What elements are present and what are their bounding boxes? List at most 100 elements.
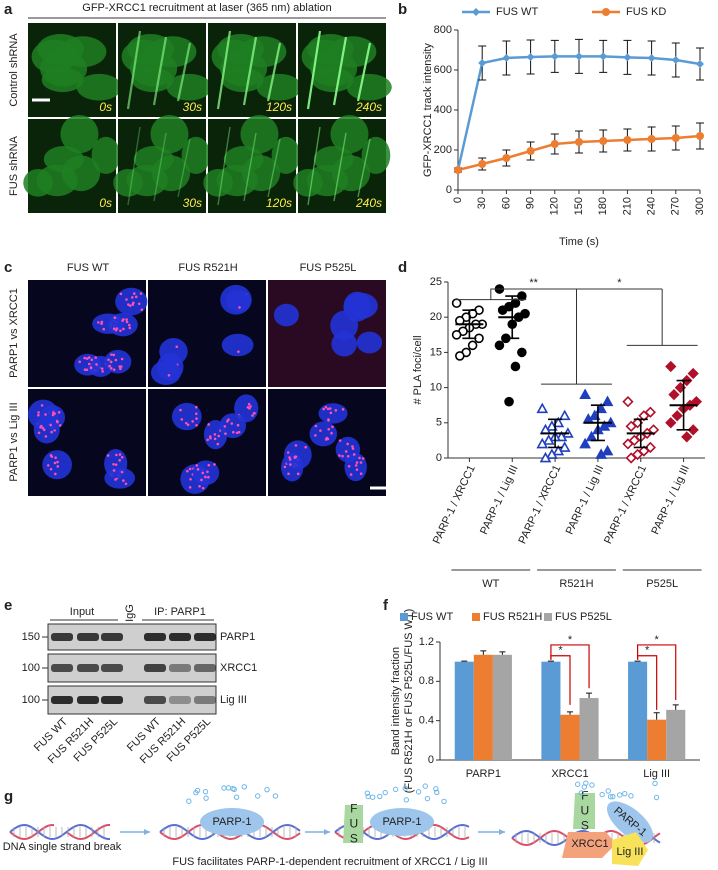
pla-dot (125, 298, 128, 301)
pla-dot (246, 405, 250, 409)
pla-dot (115, 327, 119, 330)
time-label: 120s (266, 100, 292, 114)
x-tick-label: PARP-1 / XRCC1 (516, 463, 563, 545)
data-point (599, 137, 608, 145)
pla-dot (40, 404, 44, 407)
pla-dot (37, 431, 41, 435)
par-chain (617, 792, 623, 798)
pla-dot (101, 370, 104, 373)
significance-bracket (455, 288, 698, 385)
blot-band (101, 696, 123, 704)
data-point (598, 420, 611, 431)
x-tick-label: 120 (549, 197, 561, 215)
nucleus (221, 333, 254, 357)
laser-track (356, 42, 372, 102)
bar (454, 661, 474, 760)
blot-band (77, 633, 99, 641)
laser-track (357, 138, 371, 198)
data-point (696, 60, 704, 68)
y-tick-label: 0 (436, 452, 442, 464)
nucleus (283, 440, 312, 470)
pla-dot (57, 411, 61, 414)
x-tick-label: XRCC1 (551, 768, 588, 780)
sd-bar (590, 404, 605, 442)
data-point (558, 409, 571, 421)
y-tick-label: 0.8 (419, 675, 434, 687)
pla-dot (108, 364, 111, 368)
blot-band (169, 633, 191, 641)
pla-dot (124, 482, 128, 486)
y-tick-label: 5 (436, 417, 442, 429)
laser-track (306, 30, 322, 110)
laser-track (267, 138, 281, 198)
par-chain (589, 782, 595, 788)
pla-dot (112, 327, 116, 331)
pla-dot (206, 470, 209, 474)
cell (60, 114, 99, 154)
pla-dot (112, 353, 116, 357)
time-label: 0s (99, 100, 112, 114)
nucleus (331, 331, 357, 357)
y-tick-label: 20 (430, 311, 442, 323)
par-chain (241, 784, 247, 790)
pla-dot (119, 367, 122, 371)
pla-dot (355, 461, 359, 464)
pla-dot (195, 405, 198, 409)
row-label: PARP1 vs Lig III (8, 402, 20, 481)
pla-dot (324, 438, 328, 441)
pla-dot (206, 438, 209, 442)
cell (131, 67, 174, 93)
x-tick-label: 60 (500, 197, 512, 209)
parp1-protein (370, 808, 434, 836)
time-label: 240s (355, 196, 382, 210)
error-bar (653, 712, 660, 720)
pla-dot (97, 321, 100, 324)
significance: * (568, 634, 573, 646)
pla-dot (195, 464, 199, 467)
pla-dot (130, 296, 134, 299)
pla-dot (326, 407, 330, 411)
fus-protein (573, 793, 595, 829)
significance: * (645, 645, 650, 657)
cell (311, 67, 354, 93)
pla-dot (44, 435, 48, 438)
dna-strand (9, 823, 111, 840)
data-point (601, 444, 614, 456)
cell (166, 73, 212, 101)
pla-dot (361, 457, 365, 460)
pla-dot (137, 302, 141, 306)
pla-dot (236, 423, 240, 427)
data-point (575, 52, 583, 61)
cell (151, 155, 191, 192)
time-label: 120s (266, 196, 292, 210)
error-bar (480, 650, 487, 655)
panel-letter: b (398, 1, 407, 18)
nucleus (115, 287, 148, 316)
laser-track (243, 132, 257, 202)
pla-dot (359, 461, 363, 464)
nucleus (219, 413, 247, 439)
pla-dot (127, 323, 131, 327)
pla-dot (223, 425, 227, 428)
data-point (454, 166, 462, 174)
pla-dot (213, 463, 216, 466)
data-point (510, 361, 521, 372)
pla-dot (346, 454, 350, 458)
pla-dot (167, 374, 171, 377)
pla-dot (112, 368, 116, 371)
pla-dot (37, 413, 40, 417)
pla-dot (54, 472, 57, 476)
pla-dot (112, 469, 116, 472)
pla-dot (53, 412, 56, 415)
time-label: 30s (183, 196, 202, 210)
cell (293, 168, 323, 197)
x-tick-label: PARP-1 / Lig III (649, 463, 692, 536)
data-point (588, 409, 601, 421)
laser-track (332, 36, 348, 106)
pla-dot (184, 421, 188, 425)
data-point (536, 437, 549, 449)
arrowhead (324, 829, 330, 835)
legend-label: FUS WT (496, 6, 538, 18)
blot-band (51, 664, 73, 672)
